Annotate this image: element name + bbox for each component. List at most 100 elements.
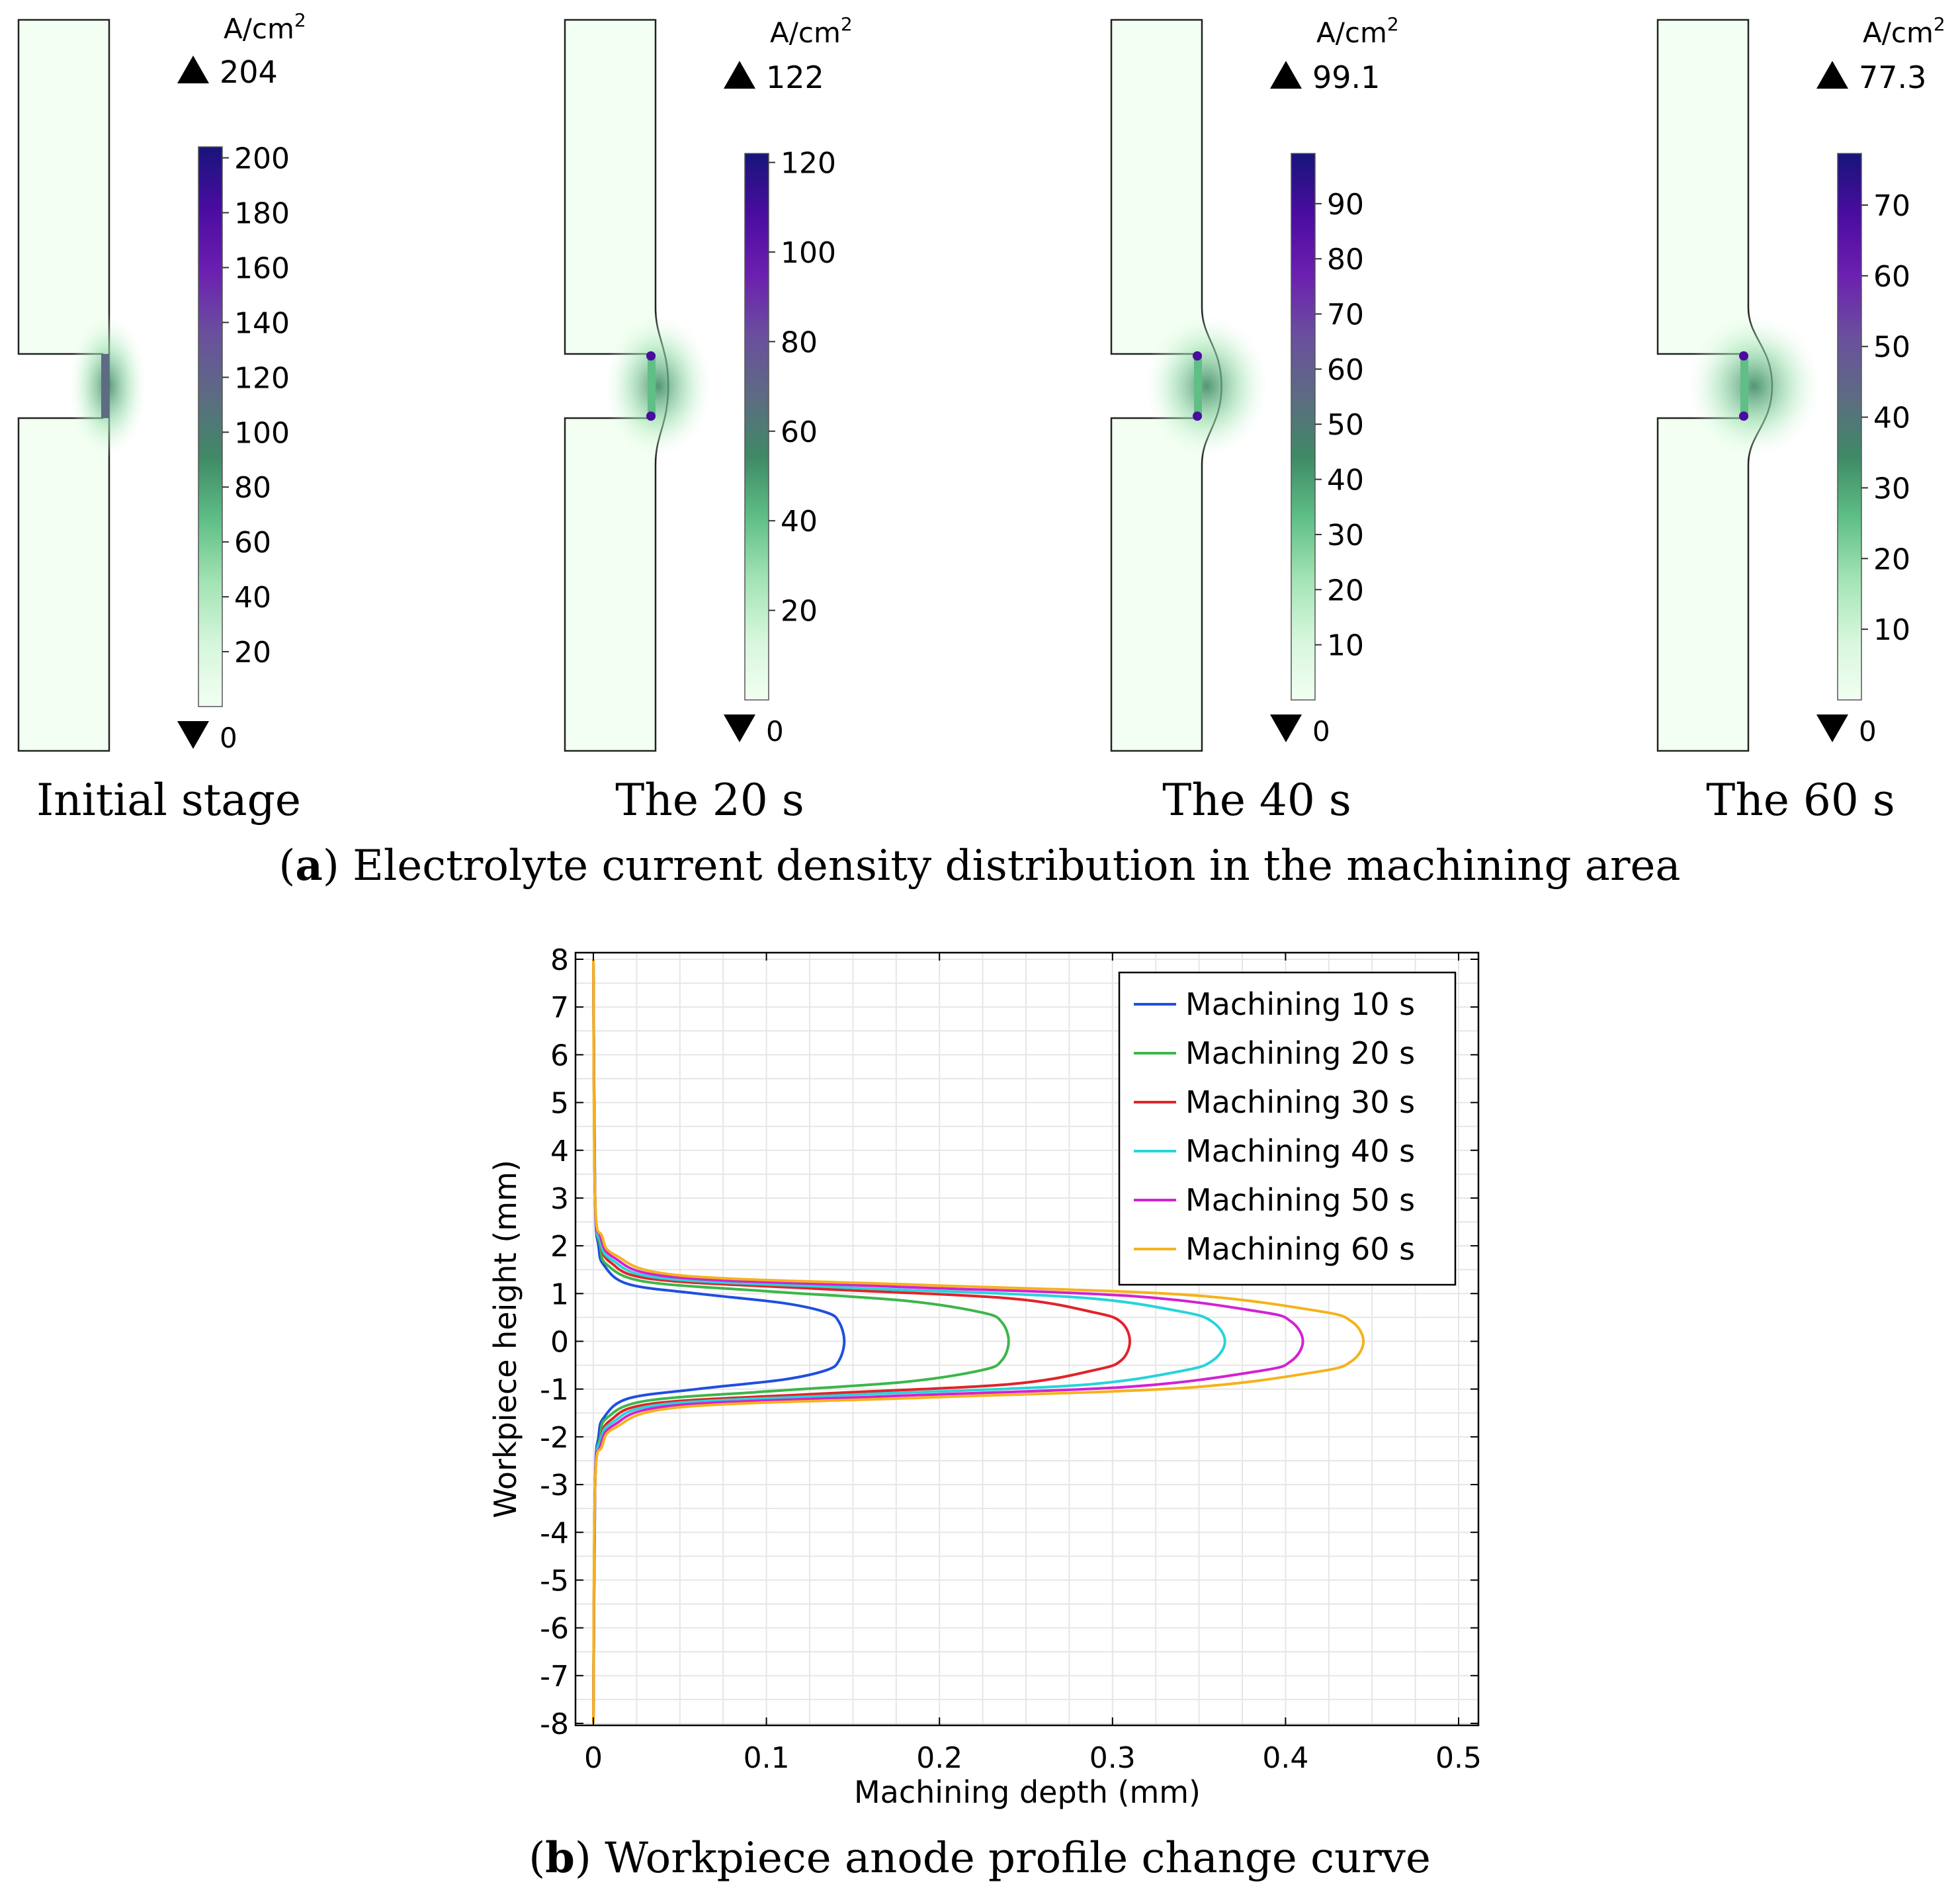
panel-a-caption-text: Electrolyte current density distribution… bbox=[353, 842, 1680, 890]
y-tick-label: -3 bbox=[540, 1469, 569, 1502]
colorbar-tick-label: 120 bbox=[781, 147, 836, 181]
panel-a-current-density: A/cm2204020406080100120140160180200Initi… bbox=[17, 9, 1945, 826]
colorbar bbox=[1291, 153, 1316, 701]
colorbar-tick-label: 120 bbox=[234, 361, 290, 395]
min-marker-icon bbox=[177, 721, 209, 749]
min-value: 0 bbox=[1312, 715, 1330, 748]
series-line-6 bbox=[592, 959, 1365, 1724]
colorbar-tick-label: 10 bbox=[1327, 629, 1364, 663]
colorbar-tick-label: 50 bbox=[1873, 331, 1910, 365]
series-line-3 bbox=[592, 959, 1132, 1724]
colorbar-tick-label: 40 bbox=[781, 505, 818, 539]
gap-high-density bbox=[1740, 354, 1748, 418]
panel-b-caption-letter: b bbox=[545, 1833, 575, 1883]
y-tick-label: 3 bbox=[550, 1182, 569, 1216]
corner-hotspot bbox=[646, 411, 656, 421]
x-axis-label: Machining depth (mm) bbox=[854, 1774, 1201, 1810]
colorbar bbox=[744, 153, 769, 701]
colorbar-tick-label: 40 bbox=[1873, 402, 1910, 435]
corner-hotspot bbox=[646, 351, 656, 361]
colorbar-tick-label: 70 bbox=[1873, 189, 1910, 223]
max-marker-icon bbox=[724, 61, 755, 89]
x-tick-label: 0.1 bbox=[744, 1741, 790, 1775]
colorbar-tick-label: 60 bbox=[234, 526, 271, 560]
stage-label: The 40 s bbox=[1162, 775, 1351, 826]
y-tick-label: -7 bbox=[540, 1660, 569, 1694]
legend-entry: Machining 30 s bbox=[1185, 1084, 1415, 1120]
stage-2: A/cm2 122 0 20 40 60 80 100 120 The 20 s bbox=[564, 13, 853, 826]
chart-curves bbox=[592, 959, 1365, 1724]
y-tick-label: -4 bbox=[540, 1516, 569, 1550]
electrolyte-domain bbox=[17, 19, 110, 752]
chart-legend: Machining 10 s Machining 20 s Machining 30… bbox=[1118, 971, 1457, 1286]
y-tick-label: -2 bbox=[540, 1421, 569, 1455]
stage-label: The 60 s bbox=[1706, 775, 1895, 826]
unit-label: A/cm2 bbox=[224, 9, 306, 45]
y-tick-label: -8 bbox=[540, 1707, 569, 1741]
legend-entry: Machining 40 s bbox=[1185, 1133, 1415, 1169]
max-marker-icon bbox=[177, 56, 209, 83]
y-tick-label: -1 bbox=[540, 1373, 569, 1407]
panel-b-caption: (b) Workpiece anode profile change curve bbox=[529, 1833, 1431, 1883]
gap-high-density bbox=[101, 354, 109, 418]
series-line-5 bbox=[592, 959, 1304, 1724]
colorbar bbox=[198, 146, 223, 707]
gap-high-density bbox=[648, 354, 656, 418]
unit-superscript: 2 bbox=[841, 13, 853, 35]
unit-superscript: 2 bbox=[1934, 13, 1945, 35]
colorbar-tick-label: 30 bbox=[1327, 519, 1364, 552]
min-value: 0 bbox=[766, 715, 784, 748]
max-value: 77.3 bbox=[1859, 60, 1926, 95]
colorbar-tick-label: 50 bbox=[1327, 408, 1364, 442]
legend-entry: Machining 50 s bbox=[1185, 1182, 1415, 1218]
unit-superscript: 2 bbox=[294, 9, 306, 31]
legend-box bbox=[1118, 971, 1457, 1286]
unit-label: A/cm2 bbox=[770, 13, 853, 49]
x-tick-label: 0.2 bbox=[916, 1741, 962, 1775]
max-value: 99.1 bbox=[1312, 60, 1380, 95]
series-line-2 bbox=[592, 959, 1010, 1724]
y-tick-label: 7 bbox=[550, 991, 569, 1025]
colorbar-tick-label: 180 bbox=[234, 197, 290, 231]
max-marker-icon bbox=[1816, 61, 1848, 89]
corner-hotspot bbox=[1739, 351, 1748, 361]
current-density-field bbox=[1685, 313, 1822, 459]
x-tick-label: 0.4 bbox=[1262, 1741, 1308, 1775]
x-tick-label: 0 bbox=[584, 1741, 603, 1775]
y-axis-label: Workpiece height (mm) bbox=[488, 1160, 523, 1518]
gap-high-density bbox=[1194, 354, 1202, 418]
min-marker-icon bbox=[724, 714, 755, 742]
y-tick-label: 1 bbox=[550, 1277, 569, 1311]
colorbar-tick-label: 20 bbox=[1873, 542, 1910, 576]
colorbar-tick-label: 80 bbox=[234, 471, 271, 505]
max-value: 122 bbox=[766, 60, 824, 95]
colorbar-tick-label: 140 bbox=[234, 306, 290, 340]
y-tick-label: 4 bbox=[550, 1135, 569, 1168]
stage-label: The 20 s bbox=[615, 775, 804, 826]
colorbar-tick-label: 80 bbox=[1327, 243, 1364, 277]
corner-hotspot bbox=[1739, 411, 1748, 421]
colorbar-tick-label: 160 bbox=[234, 251, 290, 285]
y-tick-label: 2 bbox=[550, 1230, 569, 1264]
colorbar-tick-label: 100 bbox=[234, 416, 290, 450]
series-line-1 bbox=[592, 959, 846, 1724]
colorbar-tick-label: 100 bbox=[781, 236, 836, 270]
unit-superscript: 2 bbox=[1387, 13, 1399, 35]
colorbar-tick-label: 60 bbox=[1873, 260, 1910, 294]
stage-4: A/cm2 77.3 0 10 20 30 40 50 60 70 The 60 s bbox=[1656, 13, 1945, 826]
y-axis-ticks: 8 7 6 5 4 3 2 1 0 -1 -2 -3 -4 -5 -6 -7 -8 bbox=[540, 943, 1478, 1741]
min-value: 0 bbox=[220, 722, 237, 754]
colorbar-tick-label: 40 bbox=[234, 581, 271, 615]
colorbar-tick-label: 10 bbox=[1873, 613, 1910, 647]
min-marker-icon bbox=[1816, 714, 1848, 742]
panel-b-caption-text: Workpiece anode profile change curve bbox=[605, 1834, 1431, 1883]
unit-label: A/cm2 bbox=[1316, 13, 1399, 49]
x-axis-ticks: 0 0.1 0.2 0.3 0.4 0.5 bbox=[584, 953, 1482, 1775]
unit-label: A/cm2 bbox=[1863, 13, 1945, 49]
stage-label: Initial stage bbox=[36, 775, 301, 826]
colorbar-tick-label: 40 bbox=[1327, 464, 1364, 497]
x-tick-label: 0.3 bbox=[1089, 1741, 1136, 1775]
y-tick-label: -6 bbox=[540, 1612, 569, 1646]
